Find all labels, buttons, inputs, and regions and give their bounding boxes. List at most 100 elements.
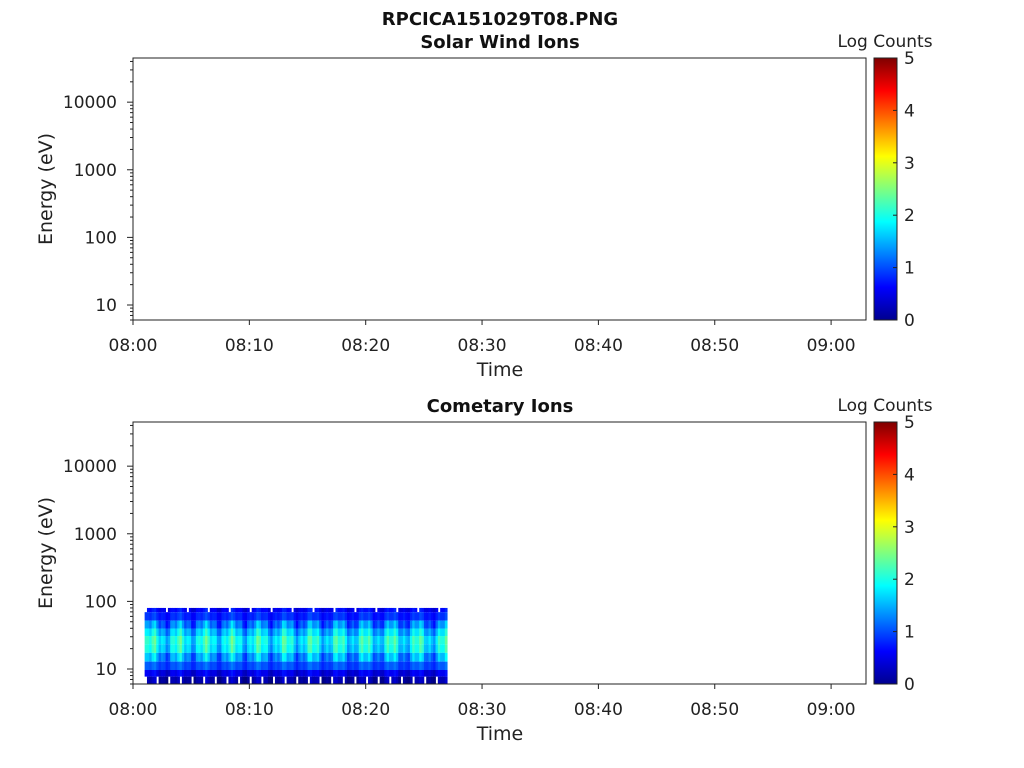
spectrogram-cell	[412, 644, 415, 653]
spectrogram-cell	[316, 607, 320, 613]
spectrogram-cell	[223, 628, 227, 637]
spectrogram-cell	[402, 661, 406, 670]
spectrogram-cell	[298, 652, 301, 662]
figure-title: RPCICA151029T08.PNG	[382, 9, 618, 30]
spectrogram-cell	[363, 669, 367, 677]
spectrogram-cell	[223, 612, 227, 621]
spectrogram-cell	[337, 607, 341, 613]
spectrogram-cell	[247, 612, 250, 621]
spectrogram-cell	[298, 661, 301, 670]
spectrogram-cell	[267, 620, 271, 629]
spectrogram-cell	[393, 612, 397, 621]
spectrogram-cell	[242, 669, 246, 677]
spectrogram-cell	[412, 661, 415, 670]
spectrogram-cell	[219, 669, 222, 677]
spectrogram-cell	[326, 628, 329, 637]
spectrogram-cell	[195, 676, 199, 684]
spectrogram-cell	[195, 620, 199, 629]
spectrogram-cell	[363, 676, 367, 684]
spectrogram-cell	[153, 652, 157, 662]
spectrogram-cell	[179, 652, 183, 662]
spectrogram-cell	[349, 636, 353, 645]
spectrogram-cell	[321, 661, 325, 670]
spectrogram-cell	[165, 661, 169, 670]
spectrogram-cell	[330, 669, 334, 677]
spectrogram-cell	[395, 620, 399, 629]
spectrogram-cell	[328, 661, 332, 670]
spectrogram-cell	[265, 628, 269, 637]
spectrogram-cell	[423, 636, 427, 645]
spectrogram-cell	[170, 644, 173, 653]
spectrogram-cell	[435, 607, 439, 613]
spectrogram-cell	[207, 661, 211, 670]
spectrogram-cell	[405, 652, 408, 662]
spectrogram-cell	[395, 644, 399, 653]
spectrogram-cell	[421, 612, 425, 621]
spectrogram-cell	[430, 620, 434, 629]
spectrogram-cell	[372, 661, 376, 670]
spectrogram-cell	[193, 669, 197, 677]
spectrogram-cell	[333, 644, 336, 653]
spectrogram-cell	[247, 607, 250, 613]
spectrogram-cell	[267, 636, 271, 645]
spectrogram-cell	[179, 612, 183, 621]
spectrogram-cell	[414, 652, 418, 662]
spectrogram-cell	[440, 612, 443, 621]
spectrogram-cell	[165, 636, 169, 645]
spectrogram-cell	[272, 669, 276, 677]
spectrogram-cell	[177, 676, 180, 684]
spectrogram-cell	[244, 620, 248, 629]
spectrogram-cell	[316, 652, 320, 662]
spectrogram-cell	[398, 607, 402, 613]
spectrogram-cell	[344, 669, 348, 677]
x-tick-label: 08:50	[690, 700, 739, 720]
colorbar-tick-label: 4	[904, 101, 915, 121]
spectrogram-cell	[333, 628, 336, 637]
spectrogram-cell	[265, 620, 269, 629]
spectrogram-cell	[226, 669, 229, 677]
spectrogram-cell	[272, 661, 276, 670]
spectrogram-cell	[221, 612, 225, 621]
x-tick-label: 08:00	[109, 700, 158, 720]
spectrogram-cell	[312, 628, 315, 637]
spectrogram-cell	[370, 652, 374, 662]
spectrogram-cell	[256, 636, 260, 645]
spectrogram-cell	[305, 612, 308, 621]
spectrogram-cell	[258, 607, 262, 613]
spectrogram-cell	[295, 612, 299, 621]
spectrogram-cell	[368, 644, 371, 653]
spectrogram-cell	[302, 620, 306, 629]
spectrogram-cell	[274, 669, 278, 677]
spectrogram-cell	[254, 644, 257, 653]
spectrogram-cell	[302, 652, 306, 662]
spectrogram-cell	[228, 661, 232, 670]
spectrogram-cell	[205, 644, 208, 653]
spectrogram-cell	[235, 607, 239, 613]
spectrogram-cell	[228, 644, 232, 653]
spectrogram-cell	[365, 636, 369, 645]
spectrogram-cell	[354, 669, 357, 677]
spectrogram-cell	[181, 620, 185, 629]
spectrogram-cell	[358, 607, 362, 613]
spectrogram-cell	[177, 652, 180, 662]
spectrogram-cell	[444, 628, 448, 637]
spectrogram-cell	[258, 676, 262, 684]
spectrogram-cell	[433, 652, 436, 662]
spectrogram-cell	[160, 669, 164, 677]
spectrogram-cell	[368, 669, 371, 677]
spectrogram-cell	[319, 628, 322, 637]
spectrogram-cell	[412, 669, 415, 677]
spectrogram-cell	[377, 652, 381, 662]
spectrogram-cell	[212, 612, 215, 621]
spectrogram-cell	[340, 620, 343, 629]
spectrogram-cell	[193, 612, 197, 621]
spectrogram-cell	[235, 661, 239, 670]
spectrogram-cell	[412, 636, 415, 645]
spectrogram-cell	[226, 644, 229, 653]
spectrogram-cell	[440, 636, 443, 645]
spectrogram-cell	[240, 676, 243, 684]
spectrogram-cell	[402, 607, 406, 613]
spectrogram-cell	[309, 661, 313, 670]
spectrogram-cell	[149, 636, 153, 645]
